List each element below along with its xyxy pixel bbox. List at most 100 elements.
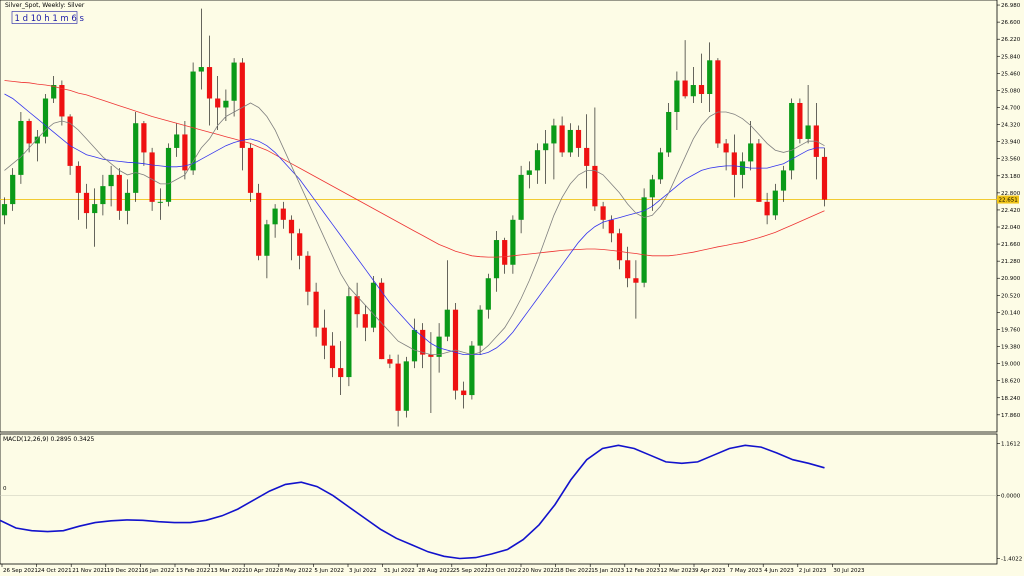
candle-body (444, 309, 450, 337)
candle-body (51, 85, 57, 99)
candle-body (493, 240, 500, 279)
candle (313, 282, 319, 337)
candle-body (772, 190, 778, 216)
candle (231, 58, 237, 117)
candle (280, 201, 286, 229)
candle (657, 147, 664, 184)
price-y-tick-label: 18.240 (1001, 396, 1021, 402)
price-y-tick-label: 26.220 (1001, 37, 1021, 43)
price-y-tick-label: 23.560 (1001, 157, 1021, 163)
candle (592, 107, 598, 211)
price-y-tick-label: 26.980 (1001, 3, 1021, 9)
candle (780, 165, 787, 202)
price-pane-border (0, 0, 998, 433)
candle (707, 42, 713, 112)
candle (34, 129, 40, 162)
candle-body (657, 152, 664, 180)
x-tick-label: 12 Mar 2023 (660, 568, 695, 574)
x-tick-label: 25 Sep 2022 (453, 568, 488, 574)
candle-body (764, 201, 770, 216)
candle (165, 143, 172, 207)
x-tick-label: 19 Dec 2021 (107, 568, 142, 574)
x-tick-label: 8 May 2022 (280, 568, 312, 574)
candle-body (502, 240, 508, 265)
candle-body (510, 219, 516, 265)
macd-pane-border (0, 433, 998, 565)
candle-body (141, 123, 147, 153)
macd-main-line (0, 444, 825, 560)
x-tick-label: 9 Apr 2023 (695, 568, 726, 574)
candle-body (707, 60, 713, 95)
price-y-tick-label: 20.140 (1001, 310, 1021, 316)
candle-body (67, 116, 73, 166)
price-pane[interactable]: Silver_Spot, Weekly: Silver 1 d 10 h 1 m… (0, 0, 1021, 433)
candle-body (313, 291, 319, 328)
candle (264, 219, 270, 279)
price-y-tick-label: 20.520 (1001, 293, 1021, 299)
candle (485, 273, 491, 319)
macd-title: MACD(12,26,9) 0.2895 0.3425 (3, 436, 95, 443)
candle-body (26, 120, 32, 144)
candle-body (182, 134, 188, 171)
price-y-tick-label: 22.420 (1001, 208, 1021, 214)
candle (789, 98, 795, 180)
macd-pane[interactable]: MACD(12,26,9) 0.2895 0.3425 0 1.1612 0.00… (0, 433, 1022, 565)
price-y-tick-label: 25.840 (1001, 54, 1021, 60)
bar-timer: 1 d 10 h 1 m 6 s (11, 11, 85, 24)
macd-y-tick-label: -1.4022 (1001, 557, 1022, 563)
candle (223, 89, 229, 121)
price-y-tick-label: 24.700 (1001, 105, 1021, 111)
candle (198, 8, 204, 90)
candle (510, 215, 516, 274)
candle (649, 174, 655, 211)
candle (584, 114, 590, 189)
candle-body (690, 85, 696, 97)
price-y-tick-label: 22.800 (1001, 191, 1021, 197)
candle (370, 275, 377, 333)
candle (256, 183, 262, 261)
candle (83, 183, 90, 229)
candle-body (395, 363, 401, 411)
candle-body (780, 170, 787, 191)
candle (666, 102, 672, 157)
candle (633, 260, 639, 319)
candle-body (370, 282, 377, 328)
macd-y-tick-label: 0.0000 (1001, 494, 1021, 500)
price-y-tick-label: 19.000 (1001, 362, 1021, 368)
candle-body (789, 102, 795, 171)
candle-body (264, 224, 270, 256)
price-y-tick-label: 25.460 (1001, 71, 1021, 77)
candle-body (379, 282, 385, 360)
price-y-tick-label: 21.660 (1001, 242, 1021, 248)
candle (625, 246, 631, 288)
candle-body (83, 192, 90, 214)
price-y-tick-label: 24.320 (1001, 123, 1021, 129)
candle (715, 58, 721, 148)
x-tick-label: 10 Apr 2022 (245, 568, 279, 574)
macd-y-axis: 1.1612 0.0000 -1.4022 (0, 441, 1022, 563)
x-tick-label: 13 Mar 2022 (211, 568, 246, 574)
candle (387, 354, 393, 369)
candle-body (682, 80, 688, 97)
price-y-tick-label: 19.380 (1001, 345, 1021, 351)
candle (59, 80, 65, 126)
candle (575, 125, 582, 157)
candle (42, 94, 49, 144)
price-y-tick-label: 19.760 (1001, 327, 1021, 333)
candle-body (190, 71, 196, 171)
candle-body (575, 129, 582, 148)
candle (756, 138, 762, 202)
price-y-tick-label: 20.900 (1001, 276, 1021, 282)
candle-body (534, 150, 541, 171)
candle (157, 188, 163, 220)
candle-body (543, 143, 549, 151)
x-tick-label: 12 Feb 2023 (626, 568, 661, 574)
candle (1, 197, 8, 225)
x-tick-label: 5 Jun 2022 (314, 568, 344, 574)
candle (190, 62, 196, 175)
candle (26, 118, 32, 153)
candle-body (469, 345, 475, 396)
candle (411, 318, 418, 369)
